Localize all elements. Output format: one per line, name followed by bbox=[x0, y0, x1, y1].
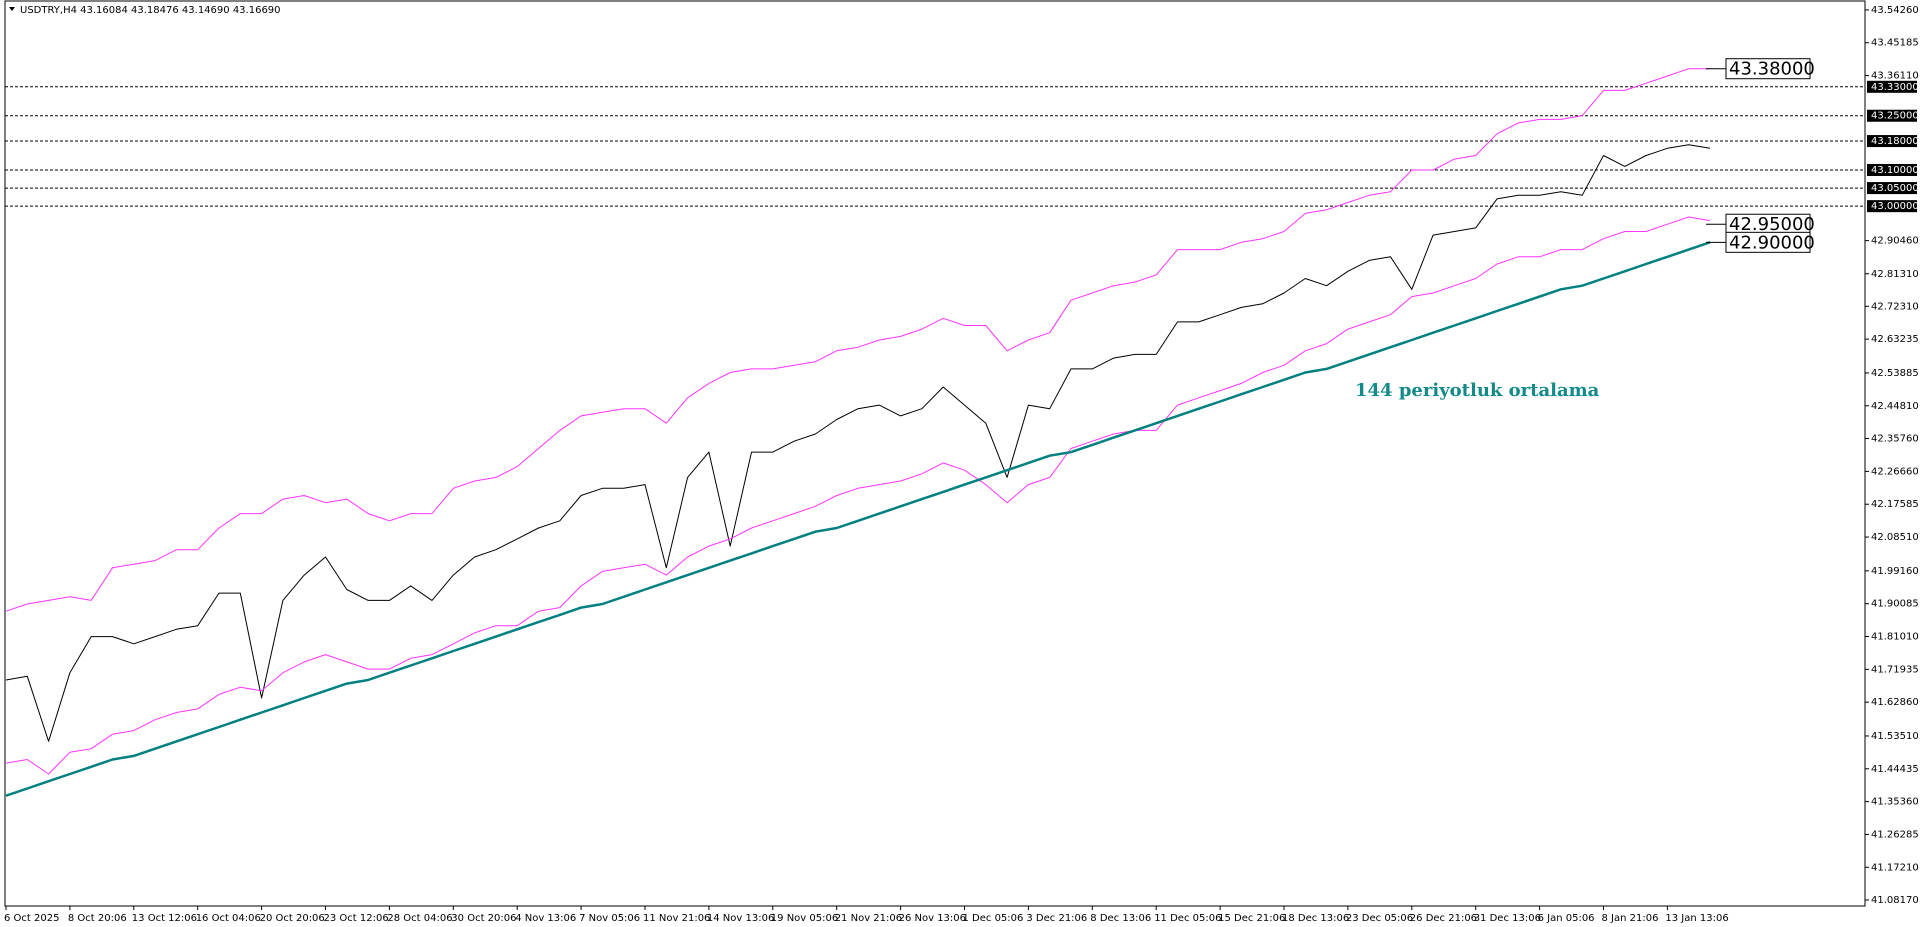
x-tick-label: 6 Jan 05:06 bbox=[1538, 913, 1595, 924]
x-tick-label: 21 Nov 21:06 bbox=[835, 913, 902, 924]
x-tick-label: 20 Oct 20:06 bbox=[260, 913, 325, 924]
y-tick-label: 43.54260 bbox=[1871, 5, 1919, 16]
level-box bbox=[1867, 109, 1917, 122]
y-tick-label: 41.62860 bbox=[1871, 697, 1919, 708]
annotation-label: 43.38000 bbox=[1729, 59, 1815, 80]
x-tick-label: 26 Nov 13:06 bbox=[899, 913, 966, 924]
y-tick-label: 42.35760 bbox=[1871, 433, 1919, 444]
chart-title: USDTRY,H4 43.16084 43.18476 43.14690 43.… bbox=[20, 5, 281, 16]
x-tick-label: 8 Dec 13:06 bbox=[1090, 913, 1151, 924]
y-tick-label: 41.35360 bbox=[1871, 797, 1919, 808]
x-tick-label: 6 Oct 2025 bbox=[4, 913, 59, 924]
x-tick-label: 13 Jan 13:06 bbox=[1665, 913, 1728, 924]
y-tick-label: 41.44435 bbox=[1871, 764, 1919, 775]
x-tick-label: 1 Dec 05:06 bbox=[963, 913, 1024, 924]
level-label: 43.05000 bbox=[1871, 183, 1919, 194]
x-tick-label: 16 Oct 04:06 bbox=[196, 913, 261, 924]
x-tick-label: 4 Nov 13:06 bbox=[515, 913, 576, 924]
level-box bbox=[1867, 80, 1917, 93]
x-tick-label: 15 Dec 21:06 bbox=[1218, 913, 1285, 924]
y-tick-label: 41.99160 bbox=[1871, 566, 1919, 577]
x-tick-label: 19 Nov 05:06 bbox=[771, 913, 838, 924]
y-tick-label: 42.17585 bbox=[1871, 499, 1919, 510]
y-tick-label: 43.36110 bbox=[1871, 71, 1919, 82]
y-tick-label: 42.53885 bbox=[1871, 368, 1919, 379]
plot-frame bbox=[4, 0, 1866, 907]
y-tick-label: 41.71935 bbox=[1871, 664, 1919, 675]
y-tick-label: 41.08170 bbox=[1871, 895, 1919, 906]
level-box bbox=[1867, 135, 1917, 148]
y-tick-label: 42.26660 bbox=[1871, 466, 1919, 477]
annotation-box bbox=[1725, 231, 1811, 253]
series-line bbox=[5, 68, 1710, 612]
y-tick-label: 42.08510 bbox=[1871, 532, 1919, 543]
series-line bbox=[5, 216, 1711, 775]
x-tick-label: 11 Nov 21:06 bbox=[643, 913, 710, 924]
x-tick-label: 30 Oct 20:06 bbox=[451, 913, 516, 924]
y-tick-label: 41.17210 bbox=[1871, 862, 1919, 873]
x-tick-label: 23 Dec 05:06 bbox=[1346, 913, 1413, 924]
level-label: 43.10000 bbox=[1871, 165, 1919, 176]
x-tick-label: 18 Dec 13:06 bbox=[1282, 913, 1349, 924]
x-tick-label: 31 Dec 13:06 bbox=[1474, 913, 1541, 924]
level-box bbox=[1867, 163, 1917, 176]
y-tick-label: 41.81010 bbox=[1871, 632, 1919, 643]
x-tick-label: 23 Oct 12:06 bbox=[324, 913, 389, 924]
y-tick-label: 42.72310 bbox=[1871, 301, 1919, 312]
y-tick-label: 41.90085 bbox=[1871, 599, 1919, 610]
x-tick-label: 3 Dec 21:06 bbox=[1026, 913, 1087, 924]
x-tick-label: 13 Oct 12:06 bbox=[132, 913, 197, 924]
annotation-label: 42.95000 bbox=[1729, 214, 1815, 235]
level-label: 43.33000 bbox=[1871, 82, 1919, 93]
y-tick-label: 41.26285 bbox=[1871, 829, 1919, 840]
x-tick-label: 11 Dec 05:06 bbox=[1154, 913, 1221, 924]
series-line bbox=[5, 144, 1711, 742]
level-label: 43.18000 bbox=[1871, 136, 1919, 147]
x-tick-label: 14 Nov 13:06 bbox=[707, 913, 774, 924]
x-tick-label: 7 Nov 05:06 bbox=[579, 913, 640, 924]
level-label: 43.25000 bbox=[1871, 111, 1919, 122]
y-tick-label: 41.53510 bbox=[1871, 731, 1919, 742]
level-box bbox=[1867, 182, 1917, 195]
y-tick-label: 42.44810 bbox=[1871, 401, 1919, 412]
level-box bbox=[1867, 200, 1917, 213]
x-tick-label: 8 Jan 21:06 bbox=[1602, 913, 1659, 924]
y-tick-label: 43.45185 bbox=[1871, 38, 1919, 49]
y-tick-label: 42.63235 bbox=[1871, 334, 1919, 345]
y-tick-label: 42.90460 bbox=[1871, 236, 1919, 247]
annotation-label: 42.90000 bbox=[1729, 232, 1815, 253]
annotation-box bbox=[1725, 58, 1811, 80]
x-tick-label: 28 Oct 04:06 bbox=[387, 913, 452, 924]
ma-label: 144 periyotluk ortalama bbox=[1355, 380, 1600, 401]
series-line bbox=[5, 241, 1711, 797]
x-tick-label: 26 Dec 21:06 bbox=[1410, 913, 1477, 924]
x-tick-label: 8 Oct 20:06 bbox=[68, 913, 127, 924]
menu-arrow bbox=[9, 7, 15, 11]
y-tick-label: 42.81310 bbox=[1871, 269, 1919, 280]
level-label: 43.00000 bbox=[1871, 201, 1919, 212]
